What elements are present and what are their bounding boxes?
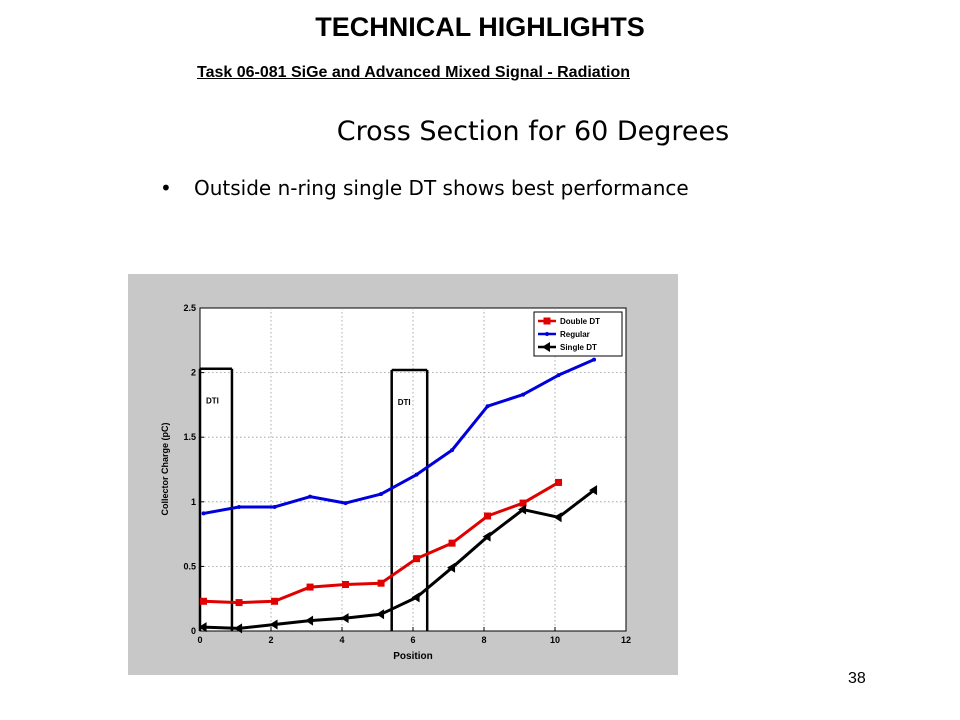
data-point <box>556 373 561 378</box>
data-point <box>448 539 456 547</box>
data-point <box>414 472 419 477</box>
series-line-regular <box>203 358 595 515</box>
dti-label: DTI <box>398 398 411 407</box>
data-point <box>377 579 385 587</box>
x-tick-label: 4 <box>339 635 344 645</box>
axis-layer: 0 2 4 6 8 10 12 0 0.5 1 1.5 2 2.5 <box>183 303 631 645</box>
data-point <box>272 504 277 509</box>
y-tick-label: 0 <box>191 626 196 636</box>
data-point <box>485 404 490 409</box>
x-axis-label: Position <box>393 651 432 662</box>
grid <box>200 308 626 631</box>
slide-heading: Cross Section for 60 Degrees <box>336 116 730 147</box>
data-point <box>484 512 492 520</box>
data-point <box>308 494 313 499</box>
data-point <box>545 332 549 336</box>
data-point <box>306 583 314 591</box>
data-point <box>198 622 207 633</box>
y-tick-label: 2.5 <box>183 303 196 313</box>
y-axis-label: Collector Charge (pC) <box>160 422 170 515</box>
x-tick-label: 8 <box>481 635 486 645</box>
y-tick-label: 2 <box>191 368 196 378</box>
data-point <box>200 597 208 605</box>
data-point <box>343 501 348 506</box>
slide-subtitle: Task 06-081 SiGe and Advanced Mixed Sign… <box>197 64 631 81</box>
data-point <box>235 599 243 607</box>
bullet-text: Outside n-ring single DT shows best perf… <box>194 176 689 200</box>
bullet-item: • Outside n-ring single DT shows best per… <box>160 176 689 200</box>
chart-figure: DTI DTI 0 2 4 6 8 10 12 0 0.5 1 1.5 2 2.5 Double DT Re… <box>128 274 678 675</box>
series-layer <box>198 357 598 634</box>
y-tick-label: 0.5 <box>183 561 196 571</box>
chart-svg: DTI DTI 0 2 4 6 8 10 12 0 0.5 1 1.5 2 2.5 Double DT Re… <box>160 303 631 662</box>
x-tick-label: 2 <box>268 635 273 645</box>
x-tick-label: 6 <box>410 635 415 645</box>
dti-label: DTI <box>206 397 219 406</box>
data-point <box>519 499 527 507</box>
data-point <box>542 342 550 352</box>
data-point <box>447 562 456 573</box>
data-point <box>450 448 455 453</box>
data-point <box>553 512 562 523</box>
series-line-single-dt <box>203 488 595 630</box>
legend-label: Single DT <box>560 343 597 352</box>
data-point <box>379 492 384 497</box>
data-point <box>589 485 598 496</box>
page-number: 38 <box>848 670 866 687</box>
data-point <box>376 609 385 620</box>
annotation-layer: DTI DTI <box>198 367 429 631</box>
data-point <box>237 504 242 509</box>
y-tick-label: 1.5 <box>183 432 196 442</box>
data-point <box>555 478 563 486</box>
x-tick-label: 10 <box>550 635 560 645</box>
legend-label: Regular <box>560 330 590 339</box>
data-point <box>482 531 491 542</box>
data-point <box>271 597 279 605</box>
legend: Double DT Regular Single DT <box>533 311 623 357</box>
data-point <box>305 615 314 626</box>
data-point <box>269 619 278 630</box>
data-point <box>340 613 349 624</box>
data-point <box>342 580 350 588</box>
x-tick-label: 0 <box>197 635 202 645</box>
data-point <box>413 555 421 563</box>
y-tick-label: 1 <box>191 497 196 507</box>
bullet-icon: • <box>160 176 172 200</box>
x-tick-label: 12 <box>621 635 631 645</box>
slide-title: TECHNICAL HIGHLIGHTS <box>315 12 645 42</box>
legend-label: Double DT <box>560 317 600 326</box>
data-point <box>234 623 243 634</box>
data-point <box>411 592 420 603</box>
data-point <box>521 392 526 397</box>
data-point <box>592 357 597 362</box>
data-point <box>518 504 527 515</box>
data-point <box>543 317 551 325</box>
data-point <box>201 511 206 516</box>
